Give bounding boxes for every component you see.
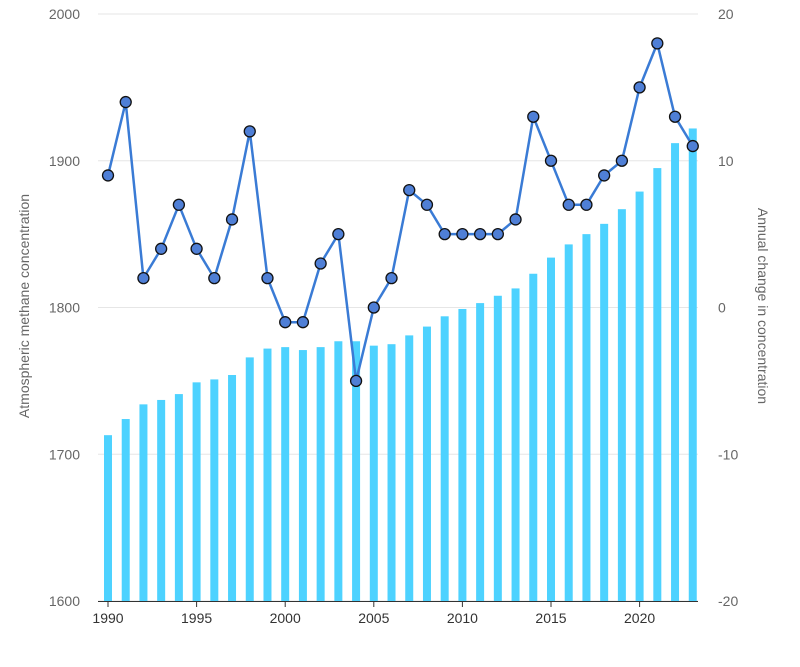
line-point [225, 213, 239, 226]
bar [121, 419, 130, 601]
line-point [367, 301, 380, 314]
bar [582, 234, 591, 601]
left-tick-label: 1900 [49, 153, 80, 169]
bar [405, 335, 414, 601]
right-tick-label: 0 [718, 300, 726, 316]
bar [671, 143, 680, 601]
line-point [580, 198, 593, 211]
line-point [296, 316, 310, 329]
bar [157, 399, 166, 601]
right-tick-label: 20 [718, 6, 734, 22]
bar [316, 347, 325, 601]
line-point [438, 227, 451, 241]
bar [334, 341, 343, 601]
left-tick-label: 1800 [49, 300, 80, 316]
bar [192, 382, 201, 601]
line-point [349, 374, 363, 388]
line-point [243, 125, 256, 138]
line-point [190, 242, 203, 255]
line-point [562, 198, 575, 211]
line-point [668, 110, 682, 123]
x-tick-label: 2005 [358, 610, 389, 626]
left-axis-title: Atmospheric methane concentration [16, 194, 32, 418]
line-point [137, 271, 150, 285]
line-point [101, 169, 115, 182]
bar [174, 394, 183, 601]
bar [476, 303, 485, 601]
x-tick-label: 1995 [181, 610, 212, 626]
bar [104, 435, 112, 601]
bar [440, 316, 449, 601]
bar [617, 209, 626, 602]
x-tick-label: 1990 [92, 610, 123, 626]
line-point [155, 242, 168, 255]
line-point [527, 110, 540, 123]
right-tick-label: 10 [718, 153, 734, 169]
bar [387, 344, 396, 601]
line-point [314, 257, 327, 270]
line-point [598, 169, 611, 182]
bar [547, 257, 555, 601]
line-point [615, 154, 629, 167]
line-point [509, 213, 522, 226]
left-tick-label: 2000 [49, 6, 80, 22]
line-point [279, 316, 292, 329]
line-point [208, 271, 221, 285]
line-point [119, 95, 132, 109]
bar [688, 128, 697, 601]
x-tick-label: 2020 [624, 610, 655, 626]
bar [228, 375, 237, 601]
bar [564, 244, 573, 601]
line-series [101, 37, 699, 388]
bar [529, 273, 538, 601]
bar [369, 345, 378, 601]
line-point [172, 198, 186, 211]
line-point [420, 198, 434, 211]
bar [245, 357, 254, 601]
bar [139, 404, 148, 601]
line-point [686, 139, 699, 153]
line-point [473, 227, 487, 241]
bar [210, 379, 219, 601]
left-tick-label: 1600 [49, 593, 80, 609]
axes: 1600 1700 1800 1900 2000 -20 -10 0 10 20 1990 1995 2… [49, 6, 739, 626]
line-point [403, 183, 416, 197]
bar [422, 326, 431, 601]
bar [352, 341, 361, 601]
bar [493, 295, 502, 601]
line-point [633, 81, 646, 94]
x-tick-label: 2010 [447, 610, 478, 626]
line-point [332, 227, 345, 241]
bar [458, 308, 467, 601]
line-point [385, 271, 398, 285]
left-tick-label: 1700 [49, 446, 80, 462]
bar [281, 347, 290, 601]
line-point [261, 271, 274, 285]
bar [600, 223, 609, 602]
change-line [106, 42, 694, 383]
right-tick-label: -20 [718, 593, 738, 609]
right-tick-label: -10 [718, 446, 738, 462]
bar-series [104, 128, 697, 602]
bar [263, 348, 272, 601]
line-point [651, 37, 664, 50]
line-point [491, 227, 504, 241]
x-tick-label: 2015 [535, 610, 566, 626]
bar [298, 350, 307, 601]
bar [511, 288, 520, 601]
x-tick-label: 2000 [270, 610, 301, 626]
line-point [456, 227, 469, 241]
bar [653, 168, 662, 601]
line-point [544, 154, 558, 167]
bar [635, 191, 644, 601]
right-axis-title: Annual change in concentration [755, 208, 771, 404]
